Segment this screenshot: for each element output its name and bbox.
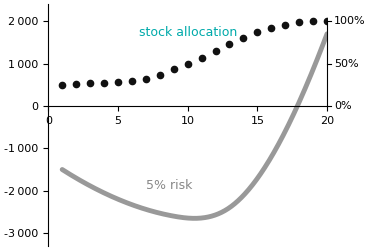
Text: 100%: 100% xyxy=(334,16,366,26)
Text: stock allocation: stock allocation xyxy=(139,26,237,39)
Text: 5% risk: 5% risk xyxy=(146,178,192,192)
Text: 50%: 50% xyxy=(334,58,359,68)
Text: 0%: 0% xyxy=(334,101,352,111)
